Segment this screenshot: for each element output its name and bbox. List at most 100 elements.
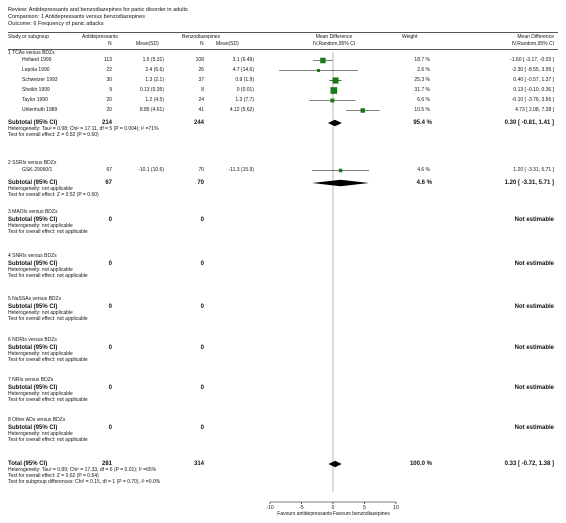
overall-effect-text: Test for overall effect: not applicable — [8, 316, 88, 322]
favours-right-label: Favours benzodiazepines — [333, 511, 390, 517]
subgroup-diff: Test for subgroup differences: Chi² = 0.… — [8, 479, 161, 485]
study-msd1: 0.13 (0.35) — [139, 87, 164, 93]
subtotal-label: Subtotal (95% CI) — [8, 217, 58, 223]
subtotal-n2: 244 — [193, 120, 204, 126]
study-msd2: 0.9 (1.9) — [235, 77, 254, 83]
study-n2: 41 — [198, 107, 204, 113]
study-n1: 113 — [104, 57, 112, 63]
subtotal-n1: 0 — [108, 304, 112, 310]
pooled-diamond — [328, 460, 342, 468]
subgroup-title: 7 NRIs versus BDZs — [8, 377, 54, 383]
subtotal-n1: 0 — [108, 345, 112, 351]
col-md: Mean Difference — [315, 34, 353, 40]
subtotal-ci: Not estimable — [514, 385, 554, 391]
study-msd2: -11.3 (15.9) — [228, 167, 254, 173]
subtotal-ci: Not estimable — [514, 261, 554, 267]
subtotal-label: Subtotal (95% CI) — [8, 345, 58, 351]
total-n2: 314 — [193, 461, 204, 467]
study-msd2: 4.7 (14.6) — [232, 67, 254, 73]
study-weight: 10.5 % — [414, 107, 430, 113]
study-weight: 31.7 % — [414, 87, 430, 93]
subgroup-title: 3 MAOIs versus BDZs — [8, 209, 58, 215]
study-name: Schweizer 1993 — [22, 77, 58, 83]
subtotal-n2: 0 — [200, 385, 204, 391]
total-weight: 100.0 % — [409, 461, 432, 467]
study-n2: 70 — [198, 167, 204, 173]
subtotal-n2: 0 — [200, 425, 204, 431]
col-antidep: Antidepressants — [82, 34, 118, 40]
subgroup-title: 4 SNRIs versus BDZs — [8, 253, 57, 259]
subtotal-label: Subtotal (95% CI) — [8, 180, 58, 186]
review-title: Review: Antidepressants and benzodiazepi… — [8, 7, 188, 13]
heterogeneity-text: Heterogeneity: not applicable — [8, 351, 73, 357]
subtotal-ci: Not estimable — [514, 304, 554, 310]
col-md2: Mean Difference — [517, 34, 554, 40]
study-msd1: -10.1 (10.6) — [138, 167, 164, 173]
subtotal-n2: 70 — [197, 180, 204, 186]
subtotal-n2: 0 — [200, 217, 204, 223]
study-msd2: 1.3 (7.7) — [235, 97, 254, 103]
total-effect: Test for overall effect: Z = 0.62 (P = 0… — [8, 473, 99, 479]
study-name: Lepola 1990 — [22, 67, 50, 73]
top-rule — [8, 32, 558, 33]
subtotal-n2: 0 — [200, 304, 204, 310]
total-heterogeneity: Heterogeneity: Tau² = 0.89; Chi² = 17.33… — [8, 467, 157, 473]
subtotal-n1: 0 — [108, 425, 112, 431]
col-msd1: Mean(SD) — [136, 41, 159, 47]
study-msd1: 1.2 (4.5) — [145, 97, 164, 103]
study-weight: 2.6 % — [417, 67, 430, 73]
study-n2: 24 — [198, 97, 204, 103]
col-benzo: Benzodiazepines — [182, 34, 221, 40]
pooled-diamond — [327, 119, 342, 127]
total-ci: 0.33 [ -0.72, 1.38 ] — [504, 461, 554, 467]
col-study: Study or subgroup — [8, 34, 49, 40]
subtotal-label: Subtotal (95% CI) — [8, 120, 58, 126]
subgroup-title: 6 NDRIs versus BDZs — [8, 337, 57, 343]
study-square — [330, 87, 338, 94]
study-ci: 0.40 [ -0.57, 1.37 ] — [513, 77, 554, 83]
study-weight: 25.3 % — [414, 77, 430, 83]
study-ci: -2.30 [ -8.55, 3.95 ] — [511, 67, 554, 73]
subtotal-n2: 0 — [200, 345, 204, 351]
study-n1: 9 — [109, 87, 112, 93]
subtotal-n2: 0 — [200, 261, 204, 267]
heterogeneity-text: Heterogeneity: not applicable — [8, 391, 73, 397]
col-md-sub: IV,Random,95% CI — [312, 41, 356, 47]
subgroup-title: 1 TCAs versus BDZs — [8, 50, 55, 56]
total-n1: 281 — [101, 461, 112, 467]
col-n2: N — [200, 41, 204, 47]
subtotal-weight: 95.4 % — [413, 120, 432, 126]
study-msd1: 8.85 (4.61) — [139, 107, 164, 113]
subtotal-n1: 0 — [108, 385, 112, 391]
study-weight: 4.6 % — [417, 167, 430, 173]
col-weight: Weight — [402, 34, 418, 40]
heterogeneity-text: Heterogeneity: Tau² = 0.98; Chi² = 17.11… — [8, 126, 159, 132]
subtotal-weight: 4.6 % — [416, 180, 432, 186]
study-n2: 8 — [201, 87, 204, 93]
total-label: Total (95% CI) — [8, 461, 48, 467]
x-tick-label: 5 — [363, 505, 366, 511]
overall-effect-text: Test for overall effect: not applicable — [8, 273, 88, 279]
study-weight: 6.6 % — [417, 97, 430, 103]
study-msd1: 2.4 (6.6) — [145, 67, 164, 73]
subtotal-n1: 214 — [101, 120, 112, 126]
subtotal-label: Subtotal (95% CI) — [8, 304, 58, 310]
study-square — [316, 68, 321, 73]
x-tick-label: 10 — [393, 505, 399, 511]
study-name: Taylor 1990 — [22, 97, 48, 103]
study-square — [330, 98, 335, 103]
study-ci: 4.73 [ 2.08, 7.38 ] — [515, 107, 554, 113]
study-n1: 20 — [106, 107, 112, 113]
study-ci: -0.10 [ -3.76, 3.56 ] — [511, 97, 554, 103]
overall-effect-text: Test for overall effect: not applicable — [8, 357, 88, 363]
study-n2: 37 — [198, 77, 204, 83]
overall-effect-text: Test for overall effect: not applicable — [8, 437, 88, 443]
subtotal-n1: 67 — [105, 180, 112, 186]
study-square — [338, 168, 343, 173]
study-n1: 22 — [106, 67, 112, 73]
study-square — [332, 77, 339, 84]
study-msd1: 1.5 (5.31) — [142, 57, 164, 63]
subtotal-label: Subtotal (95% CI) — [8, 385, 58, 391]
subtotal-n1: 0 — [108, 217, 112, 223]
x-tick-label: 0 — [332, 505, 335, 511]
